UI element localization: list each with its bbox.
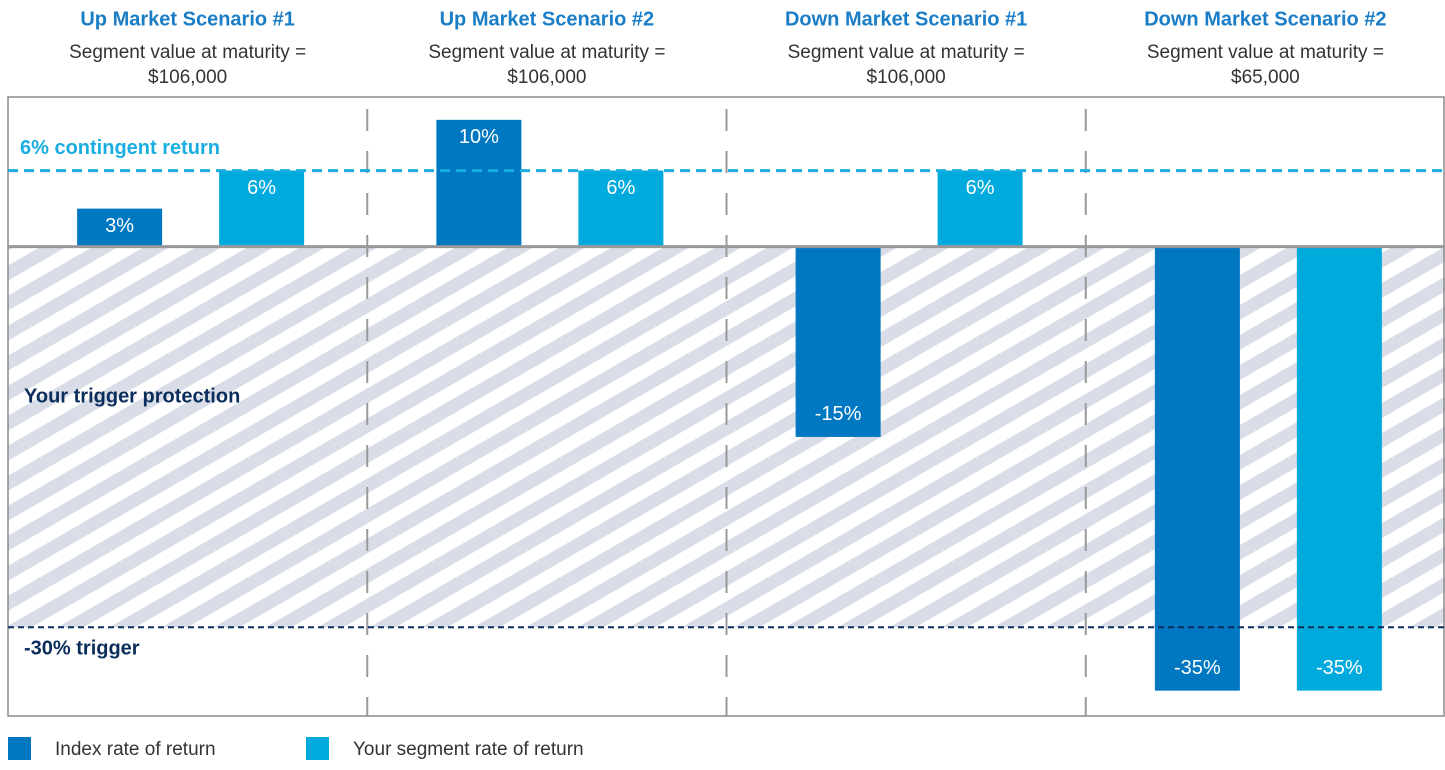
data-label: -35% [1316,657,1363,679]
scenario-title: Down Market Scenario #2 [1144,8,1386,30]
scenario-title: Down Market Scenario #1 [785,8,1027,30]
data-label: 10% [459,126,499,148]
bar [219,170,305,247]
data-label: 6% [247,177,276,199]
scenario-subtitle: Segment value at maturity = [69,42,306,63]
bar [937,170,1023,247]
data-label: 3% [105,215,134,237]
trigger-label: -30% trigger [24,637,140,659]
scenario-value: $106,000 [148,67,227,88]
legend-swatch [306,737,329,760]
contingent-label: 6% contingent return [20,137,220,159]
scenario-value: $65,000 [1231,67,1300,88]
legend-label: Index rate of return [55,739,216,760]
data-label: 6% [606,177,635,199]
scenario-subtitle: Segment value at maturity = [1147,42,1384,63]
bar [578,170,664,247]
scenario-value: $106,000 [507,67,586,88]
scenario-subtitle: Segment value at maturity = [428,42,665,63]
bar [436,119,522,247]
data-label: -15% [815,403,862,425]
data-label: 6% [966,177,995,199]
data-label: -35% [1174,657,1221,679]
bar [77,208,163,247]
bar [1154,246,1240,691]
scenario-subtitle: Segment value at maturity = [788,42,1025,63]
protection-label: Your trigger protection [24,385,240,407]
scenario-title: Up Market Scenario #2 [440,8,655,30]
bar [1296,246,1382,691]
legend-swatch [8,737,31,760]
bar [795,246,881,437]
legend-label: Your segment rate of return [353,739,584,760]
scenario-title: Up Market Scenario #1 [80,8,295,30]
scenario-value: $106,000 [867,67,946,88]
